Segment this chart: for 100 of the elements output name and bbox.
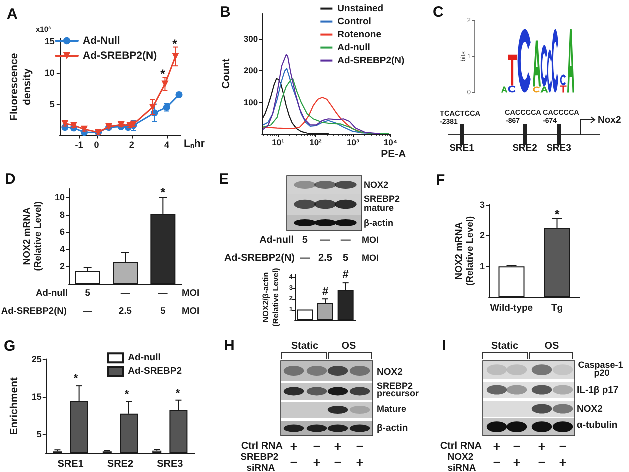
y-axis-title: Enrichment (8, 377, 20, 436)
text: − (493, 454, 502, 470)
y-tick-label: 2 (60, 262, 65, 272)
text: 5 (85, 288, 90, 298)
text: Ad-null (36, 288, 68, 298)
text: α-tubulin (577, 420, 618, 430)
y-tick-label: 200 (244, 66, 258, 76)
x-tick-label: Tg (551, 303, 564, 314)
legend-label: Rotenone (338, 29, 382, 40)
y-axis-title: NOX2 mRNA (Relative Level) (22, 202, 44, 272)
text: + (559, 454, 568, 470)
y-tick-label: 15 (32, 392, 42, 402)
x-tick-label: SRE1 (58, 459, 84, 470)
text: + (313, 454, 322, 470)
text: — (158, 288, 169, 298)
text: — (340, 234, 351, 246)
legend-label: Ad-SREBP2 (128, 366, 182, 378)
text: Ad-SREBP2(N) (224, 252, 295, 264)
text: + (334, 438, 342, 454)
text: + (356, 454, 364, 470)
text: Caspase-1 p20 (578, 360, 626, 378)
x-tick-label: 0 (94, 140, 100, 150)
y-axis-title: NOX2 mRNA (Relative Level) (454, 216, 476, 286)
text: — (83, 306, 94, 316)
text: I (442, 338, 446, 354)
y-axis-title: Fluorescence density (8, 53, 34, 121)
x-tick-label: 2 (129, 140, 134, 150)
text: + (538, 438, 546, 454)
text: Ad-SREBP2(N) (1, 306, 67, 316)
text: β-actin (364, 218, 394, 228)
x-tick-label: Wild-type (490, 303, 534, 314)
text: NOX2 (364, 180, 389, 190)
text: 2.5 (119, 306, 132, 316)
text: NOX2 siRNA (448, 452, 476, 472)
text: NOX2 (577, 404, 603, 414)
chart-title: D (5, 171, 16, 188)
y-tick-label: 5 (50, 99, 55, 110)
text: OS (544, 340, 560, 352)
text: − (513, 438, 522, 454)
text: Static (491, 340, 520, 352)
x-tick-label: 10⁴ (384, 138, 398, 148)
annotation: * (124, 389, 130, 401)
x-tick-label: -1 (75, 140, 84, 150)
legend-label: Control (338, 16, 372, 28)
text: SREBP2 siRNA (240, 452, 282, 472)
text: C (433, 4, 444, 21)
chart-title: E (219, 171, 230, 188)
chart-title: F (436, 172, 446, 189)
text: Ctrl RNA (440, 440, 482, 452)
text: 5 (160, 306, 166, 316)
legend-label: Ad-SREBP2(N) (83, 50, 158, 62)
text: SREBP2 precursor (377, 381, 420, 398)
annotation: * (74, 373, 79, 385)
annotation: # (342, 269, 349, 281)
y-tick-label: 5 (36, 430, 42, 440)
chart-title: G (4, 338, 16, 355)
text: β-actin (377, 422, 408, 434)
text: + (493, 438, 502, 454)
text: MOI (362, 253, 379, 263)
text: — (120, 288, 131, 298)
annotation: * (176, 388, 181, 400)
text: MOI (182, 306, 200, 316)
y-tick-label: 8 (60, 210, 65, 220)
text: Ctrl RNA (241, 440, 283, 452)
text: − (356, 438, 364, 454)
text: H (224, 338, 235, 354)
chart-title: A (7, 6, 18, 23)
text: Ad-null (260, 234, 294, 246)
text: OS (342, 340, 357, 352)
text: + (290, 438, 298, 454)
y-tick-label: 6 (60, 227, 65, 238)
text: MOI (182, 288, 200, 298)
annotation: * (160, 67, 166, 81)
text: − (559, 438, 568, 454)
x-tick-label: SRE3 (157, 459, 184, 470)
y-tick-label: 25 (32, 354, 42, 364)
annotation: * (160, 184, 167, 200)
x-axis-title: Lₙhr (184, 138, 205, 150)
y-tick-label: 10 (54, 192, 65, 203)
text: NOX2 (377, 366, 403, 378)
legend-label: Ad-null (338, 42, 370, 54)
x-tick-label: 4 (164, 140, 170, 150)
y-tick-label: 2 (480, 230, 485, 241)
legend-label: Ad-Null (83, 35, 120, 47)
text: + (513, 454, 522, 470)
text: MOI (362, 235, 379, 245)
legend-label: Ad-null (128, 352, 161, 364)
text: − (538, 454, 546, 470)
y-tick-label: 100 (244, 97, 258, 108)
text: Mature (377, 404, 407, 414)
annotation: # (322, 286, 329, 298)
x-tick-label: SRE2 (107, 459, 134, 470)
y-tick-label: 3 (480, 200, 485, 210)
text: Static (291, 340, 320, 352)
text: − (334, 454, 342, 470)
x-tick-label: 10¹ (272, 138, 285, 148)
legend-label: Ad-SREBP2(N) (338, 55, 405, 66)
text: 5 (302, 234, 308, 246)
text: SREBP2 mature (364, 194, 403, 213)
text: — (320, 234, 330, 246)
